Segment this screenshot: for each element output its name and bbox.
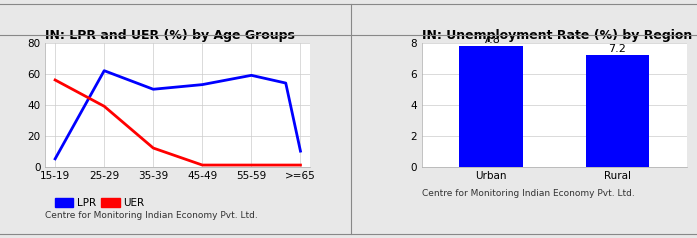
Text: 7.8: 7.8	[482, 35, 500, 45]
Text: IN: Unemployment Rate (%) by Region: IN: Unemployment Rate (%) by Region	[422, 29, 692, 42]
Bar	[585, 55, 649, 167]
Text: Centre for Monitoring Indian Economy Pvt. Ltd.: Centre for Monitoring Indian Economy Pvt…	[45, 211, 258, 220]
Text: Centre for Monitoring Indian Economy Pvt. Ltd.: Centre for Monitoring Indian Economy Pvt…	[422, 189, 634, 198]
Text: IN: LPR and UER (%) by Age Groups: IN: LPR and UER (%) by Age Groups	[45, 29, 296, 42]
Legend: LPR, UER: LPR, UER	[50, 194, 148, 213]
Bar	[459, 46, 523, 167]
Text: 7.2: 7.2	[608, 44, 626, 54]
